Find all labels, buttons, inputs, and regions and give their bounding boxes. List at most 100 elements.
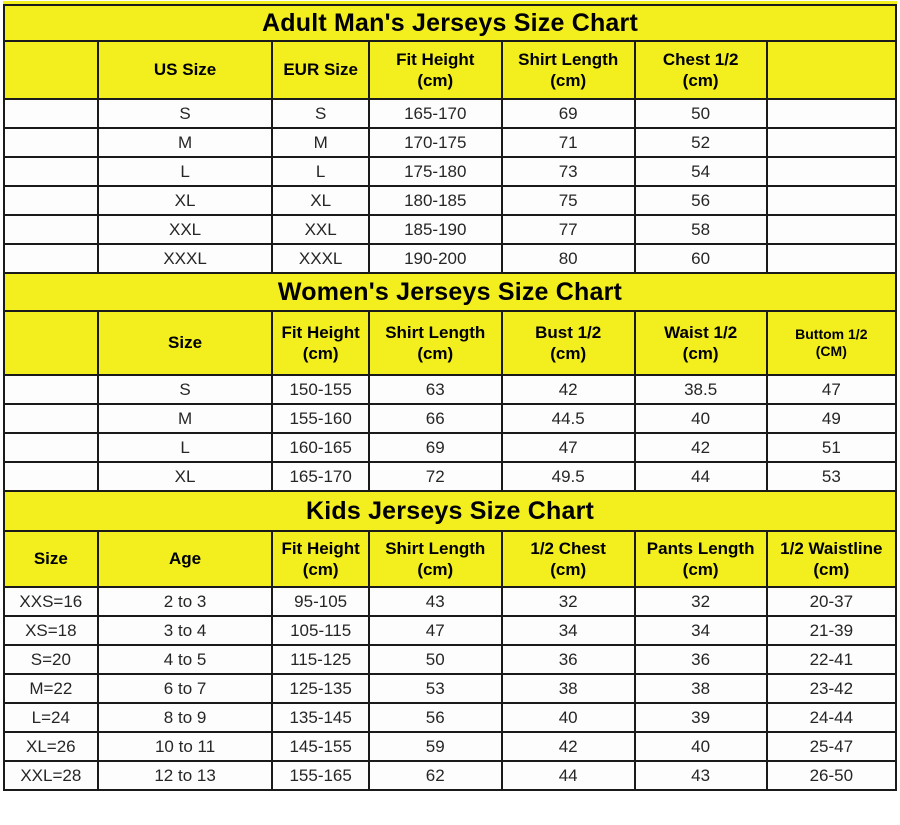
table-cell: XL=26 <box>3 731 99 762</box>
table-cell: XXXL <box>271 243 370 274</box>
table-cell: 80 <box>500 243 636 274</box>
table-cell-empty <box>3 432 99 463</box>
table-cell: 77 <box>500 214 636 245</box>
table-cell: 56 <box>367 702 503 733</box>
column-header: 1/2 Chest (cm) <box>500 530 636 588</box>
table-cell: 145-155 <box>271 731 370 762</box>
table-cell: 12 to 13 <box>96 760 274 791</box>
table-cell: 42 <box>500 374 636 405</box>
table-cell: 54 <box>633 156 768 187</box>
table-cell: 44 <box>500 760 636 791</box>
table-cell: XXXL <box>96 243 274 274</box>
table-cell: 155-160 <box>271 403 370 434</box>
table-cell: S <box>271 98 370 129</box>
table-cell: 53 <box>367 673 503 704</box>
table-cell: 43 <box>367 586 503 617</box>
table-cell-empty <box>3 243 99 274</box>
table-cell: 155-165 <box>271 760 370 791</box>
column-header: Bust 1/2 (cm) <box>500 310 636 376</box>
table-cell: 32 <box>633 586 768 617</box>
kids-jerseys-size-table: Kids Jerseys Size Chart Size Age Fit Height… <box>3 490 898 791</box>
table-cell-empty <box>765 127 898 158</box>
column-header-empty <box>3 310 99 376</box>
table-cell: 20-37 <box>765 586 898 617</box>
header-row: Size Fit Height (cm) Shirt Length (cm) Bust… <box>3 310 898 376</box>
column-header: Fit Height (cm) <box>271 310 370 376</box>
table-cell: 73 <box>500 156 636 187</box>
header-row: US Size EUR Size Fit Height (cm) Shirt Leng… <box>3 40 898 100</box>
table-cell: 2 to 3 <box>96 586 274 617</box>
table-cell: XS=18 <box>3 615 99 646</box>
header-row: Size Age Fit Height (cm) Shirt Length (cm) 1… <box>3 530 898 588</box>
table-cell: 165-170 <box>367 98 503 129</box>
column-header-empty <box>3 40 99 100</box>
table-cell: 34 <box>500 615 636 646</box>
column-header-empty <box>765 40 898 100</box>
column-header: Shirt Length (cm) <box>367 530 503 588</box>
table-cell: 170-175 <box>367 127 503 158</box>
table-cell: 69 <box>500 98 636 129</box>
table-cell: L <box>271 156 370 187</box>
table-cell: 42 <box>500 731 636 762</box>
table-cell-empty <box>3 374 99 405</box>
table-cell: 165-170 <box>271 461 370 492</box>
table-cell: 10 to 11 <box>96 731 274 762</box>
table-cell: 59 <box>367 731 503 762</box>
table-cell-empty <box>765 214 898 245</box>
table-cell: 47 <box>367 615 503 646</box>
column-header: Size <box>3 530 99 588</box>
table-cell: 44 <box>633 461 768 492</box>
table-cell: 63 <box>367 374 503 405</box>
table-cell: 40 <box>633 731 768 762</box>
table-row: S=20 4 to 5 115-125 50 36 36 22-41 <box>3 644 898 675</box>
table-cell: 160-165 <box>271 432 370 463</box>
table-row: S 150-155 63 42 38.5 47 <box>3 374 898 405</box>
top-strip <box>3 1 897 4</box>
table-cell-empty <box>765 185 898 216</box>
table-cell: 38.5 <box>633 374 768 405</box>
table-cell: 71 <box>500 127 636 158</box>
table-cell: XL <box>96 185 274 216</box>
table-cell: 50 <box>367 644 503 675</box>
table-cell: 72 <box>367 461 503 492</box>
column-header: Fit Height (cm) <box>367 40 503 100</box>
table-row: M=22 6 to 7 125-135 53 38 38 23-42 <box>3 673 898 704</box>
table-cell: 180-185 <box>367 185 503 216</box>
table-cell: L=24 <box>3 702 99 733</box>
table-row: XXL=28 12 to 13 155-165 62 44 43 26-50 <box>3 760 898 791</box>
table-cell: 150-155 <box>271 374 370 405</box>
table-cell: 22-41 <box>765 644 898 675</box>
chart-title-row: Women's Jerseys Size Chart <box>3 272 897 312</box>
column-header: Fit Height (cm) <box>271 530 370 588</box>
table-cell: 52 <box>633 127 768 158</box>
table-cell: 32 <box>500 586 636 617</box>
table-cell: 190-200 <box>367 243 503 274</box>
table-cell: 50 <box>633 98 768 129</box>
table-cell-empty <box>3 403 99 434</box>
table-cell: L <box>96 156 274 187</box>
table-cell: 56 <box>633 185 768 216</box>
table-cell-empty <box>3 214 99 245</box>
column-header: Shirt Length (cm) <box>367 310 503 376</box>
table-cell-empty <box>3 156 99 187</box>
table-cell: XXL <box>271 214 370 245</box>
column-header: 1/2 Waistline (cm) <box>765 530 898 588</box>
table-row: XL 165-170 72 49.5 44 53 <box>3 461 898 492</box>
table-cell-empty <box>765 156 898 187</box>
column-header: Shirt Length (cm) <box>500 40 636 100</box>
table-cell: M <box>271 127 370 158</box>
table-row: M M 170-175 71 52 <box>3 127 898 158</box>
table-cell: 135-145 <box>271 702 370 733</box>
column-header: Size <box>96 310 274 376</box>
table-cell: 39 <box>633 702 768 733</box>
table-cell: 36 <box>500 644 636 675</box>
table-cell-empty <box>3 461 99 492</box>
table-cell-empty <box>3 127 99 158</box>
table-cell: 23-42 <box>765 673 898 704</box>
table-cell: 38 <box>500 673 636 704</box>
table-row: XS=18 3 to 4 105-115 47 34 34 21-39 <box>3 615 898 646</box>
table-cell: 43 <box>633 760 768 791</box>
table-cell: 175-180 <box>367 156 503 187</box>
table-cell: L <box>96 432 274 463</box>
table-cell: 4 to 5 <box>96 644 274 675</box>
